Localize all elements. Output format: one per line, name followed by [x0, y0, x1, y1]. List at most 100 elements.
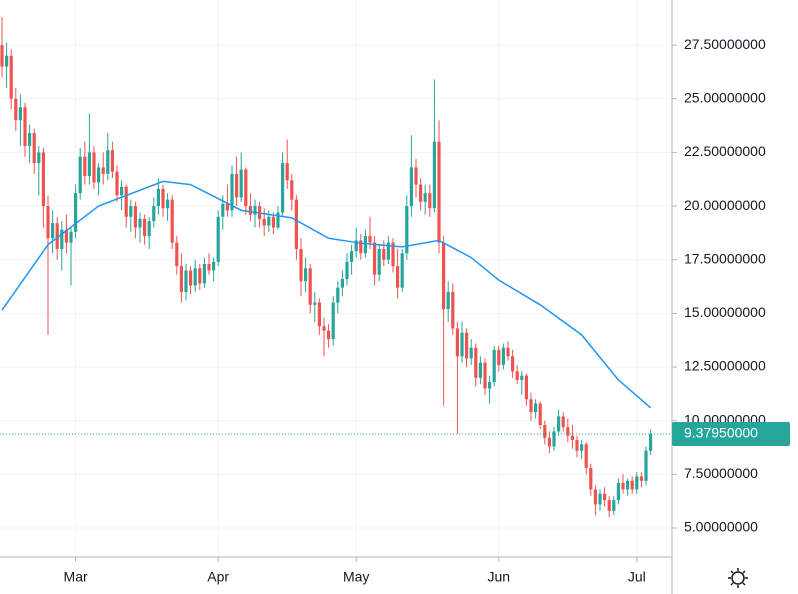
candle-body	[308, 268, 312, 305]
candle-body	[189, 270, 193, 286]
y-tick-label: 12.50000000	[684, 358, 766, 374]
y-tick-label: 20.00000000	[684, 197, 766, 213]
candle-body	[603, 493, 607, 501]
candle-body	[359, 240, 363, 254]
candle-body	[32, 133, 36, 164]
candle-body	[451, 291, 455, 329]
candle-body	[92, 152, 96, 183]
candle-body	[626, 480, 630, 490]
candle-body	[290, 180, 294, 200]
candle-body	[488, 382, 492, 389]
candle-body	[106, 150, 110, 174]
candle-body	[501, 347, 505, 365]
candle-body	[41, 152, 45, 207]
candle-body	[368, 236, 372, 243]
candle-body	[64, 229, 68, 243]
y-tick-label: 17.50000000	[684, 250, 766, 266]
candle-body	[423, 193, 427, 202]
candle-body	[621, 482, 625, 490]
candle-body	[175, 242, 179, 267]
candle-body	[51, 223, 55, 239]
candle-body	[37, 152, 41, 164]
candle-body	[474, 347, 478, 378]
candle-body	[322, 326, 326, 331]
candle-body	[317, 302, 321, 327]
candle-body	[377, 248, 381, 275]
candle-body	[607, 500, 611, 511]
candle-body	[225, 203, 229, 211]
candle-body	[478, 362, 482, 378]
candle-body	[598, 493, 602, 505]
candle-body	[74, 193, 78, 232]
candle-body	[455, 328, 459, 357]
candle-body	[143, 218, 147, 237]
candle-body	[120, 186, 124, 196]
candle-body	[570, 435, 574, 441]
candle-body	[593, 489, 597, 505]
candle-body	[281, 163, 285, 213]
candle-body	[649, 434, 653, 451]
candle-body	[285, 163, 289, 181]
candle-body	[644, 450, 648, 481]
x-tick-label: Apr	[207, 569, 229, 585]
candle-body	[110, 150, 114, 172]
candle-body	[239, 169, 243, 198]
candle-body	[428, 193, 432, 209]
candle-body	[354, 240, 358, 252]
candle-body	[437, 141, 441, 243]
candle-body	[230, 173, 234, 211]
candle-body	[18, 107, 22, 121]
grid	[0, 0, 672, 557]
candle-body	[101, 167, 105, 174]
y-tick-label: 22.50000000	[684, 143, 766, 159]
candle-body	[115, 171, 119, 196]
candle-body	[184, 270, 188, 292]
candle-body	[0, 45, 4, 67]
y-tick-label: 5.00000000	[684, 519, 758, 535]
candle-body	[515, 371, 519, 380]
candle-body	[294, 199, 298, 249]
settings-icon[interactable]	[728, 568, 748, 588]
candle-body	[534, 403, 538, 413]
y-tick-label: 25.00000000	[684, 89, 766, 105]
candle-body	[170, 199, 174, 243]
candle-body	[543, 424, 547, 438]
candle-body	[299, 248, 303, 282]
candle-body	[221, 203, 225, 217]
candle-body	[267, 216, 271, 226]
candle-body	[271, 216, 275, 228]
candle-body	[55, 223, 59, 249]
x-tick-label: Jun	[488, 569, 511, 585]
candle-body	[492, 349, 496, 383]
candle-body	[616, 482, 620, 501]
candle-body	[552, 431, 556, 447]
last-price-label: 9.37950000	[684, 425, 758, 441]
candle-body	[561, 416, 565, 428]
plot	[0, 17, 672, 518]
candle-body	[129, 206, 133, 217]
candle-body	[382, 248, 386, 260]
candle-body	[78, 156, 82, 194]
candle-body	[589, 467, 593, 490]
candle-body	[396, 266, 400, 288]
candle-body	[391, 242, 395, 267]
candle-body	[156, 188, 160, 207]
candle-body	[23, 107, 27, 146]
candle-body	[28, 133, 32, 146]
candle-body	[414, 167, 418, 185]
y-tick-label: 27.50000000	[684, 36, 766, 52]
candle-body	[469, 347, 473, 359]
candle-body	[83, 156, 87, 177]
candle-body	[639, 476, 643, 481]
candle-body	[419, 184, 423, 202]
candle-body	[520, 375, 524, 380]
candle-body	[216, 216, 220, 262]
candle-body	[207, 264, 211, 271]
candle-body	[46, 206, 50, 239]
candle-body	[465, 332, 469, 359]
x-tick-label: Jul	[628, 569, 646, 585]
axes: 5.000000007.5000000010.0000000012.500000…	[64, 36, 790, 585]
candle-body	[630, 480, 634, 490]
candle-body	[538, 403, 542, 425]
